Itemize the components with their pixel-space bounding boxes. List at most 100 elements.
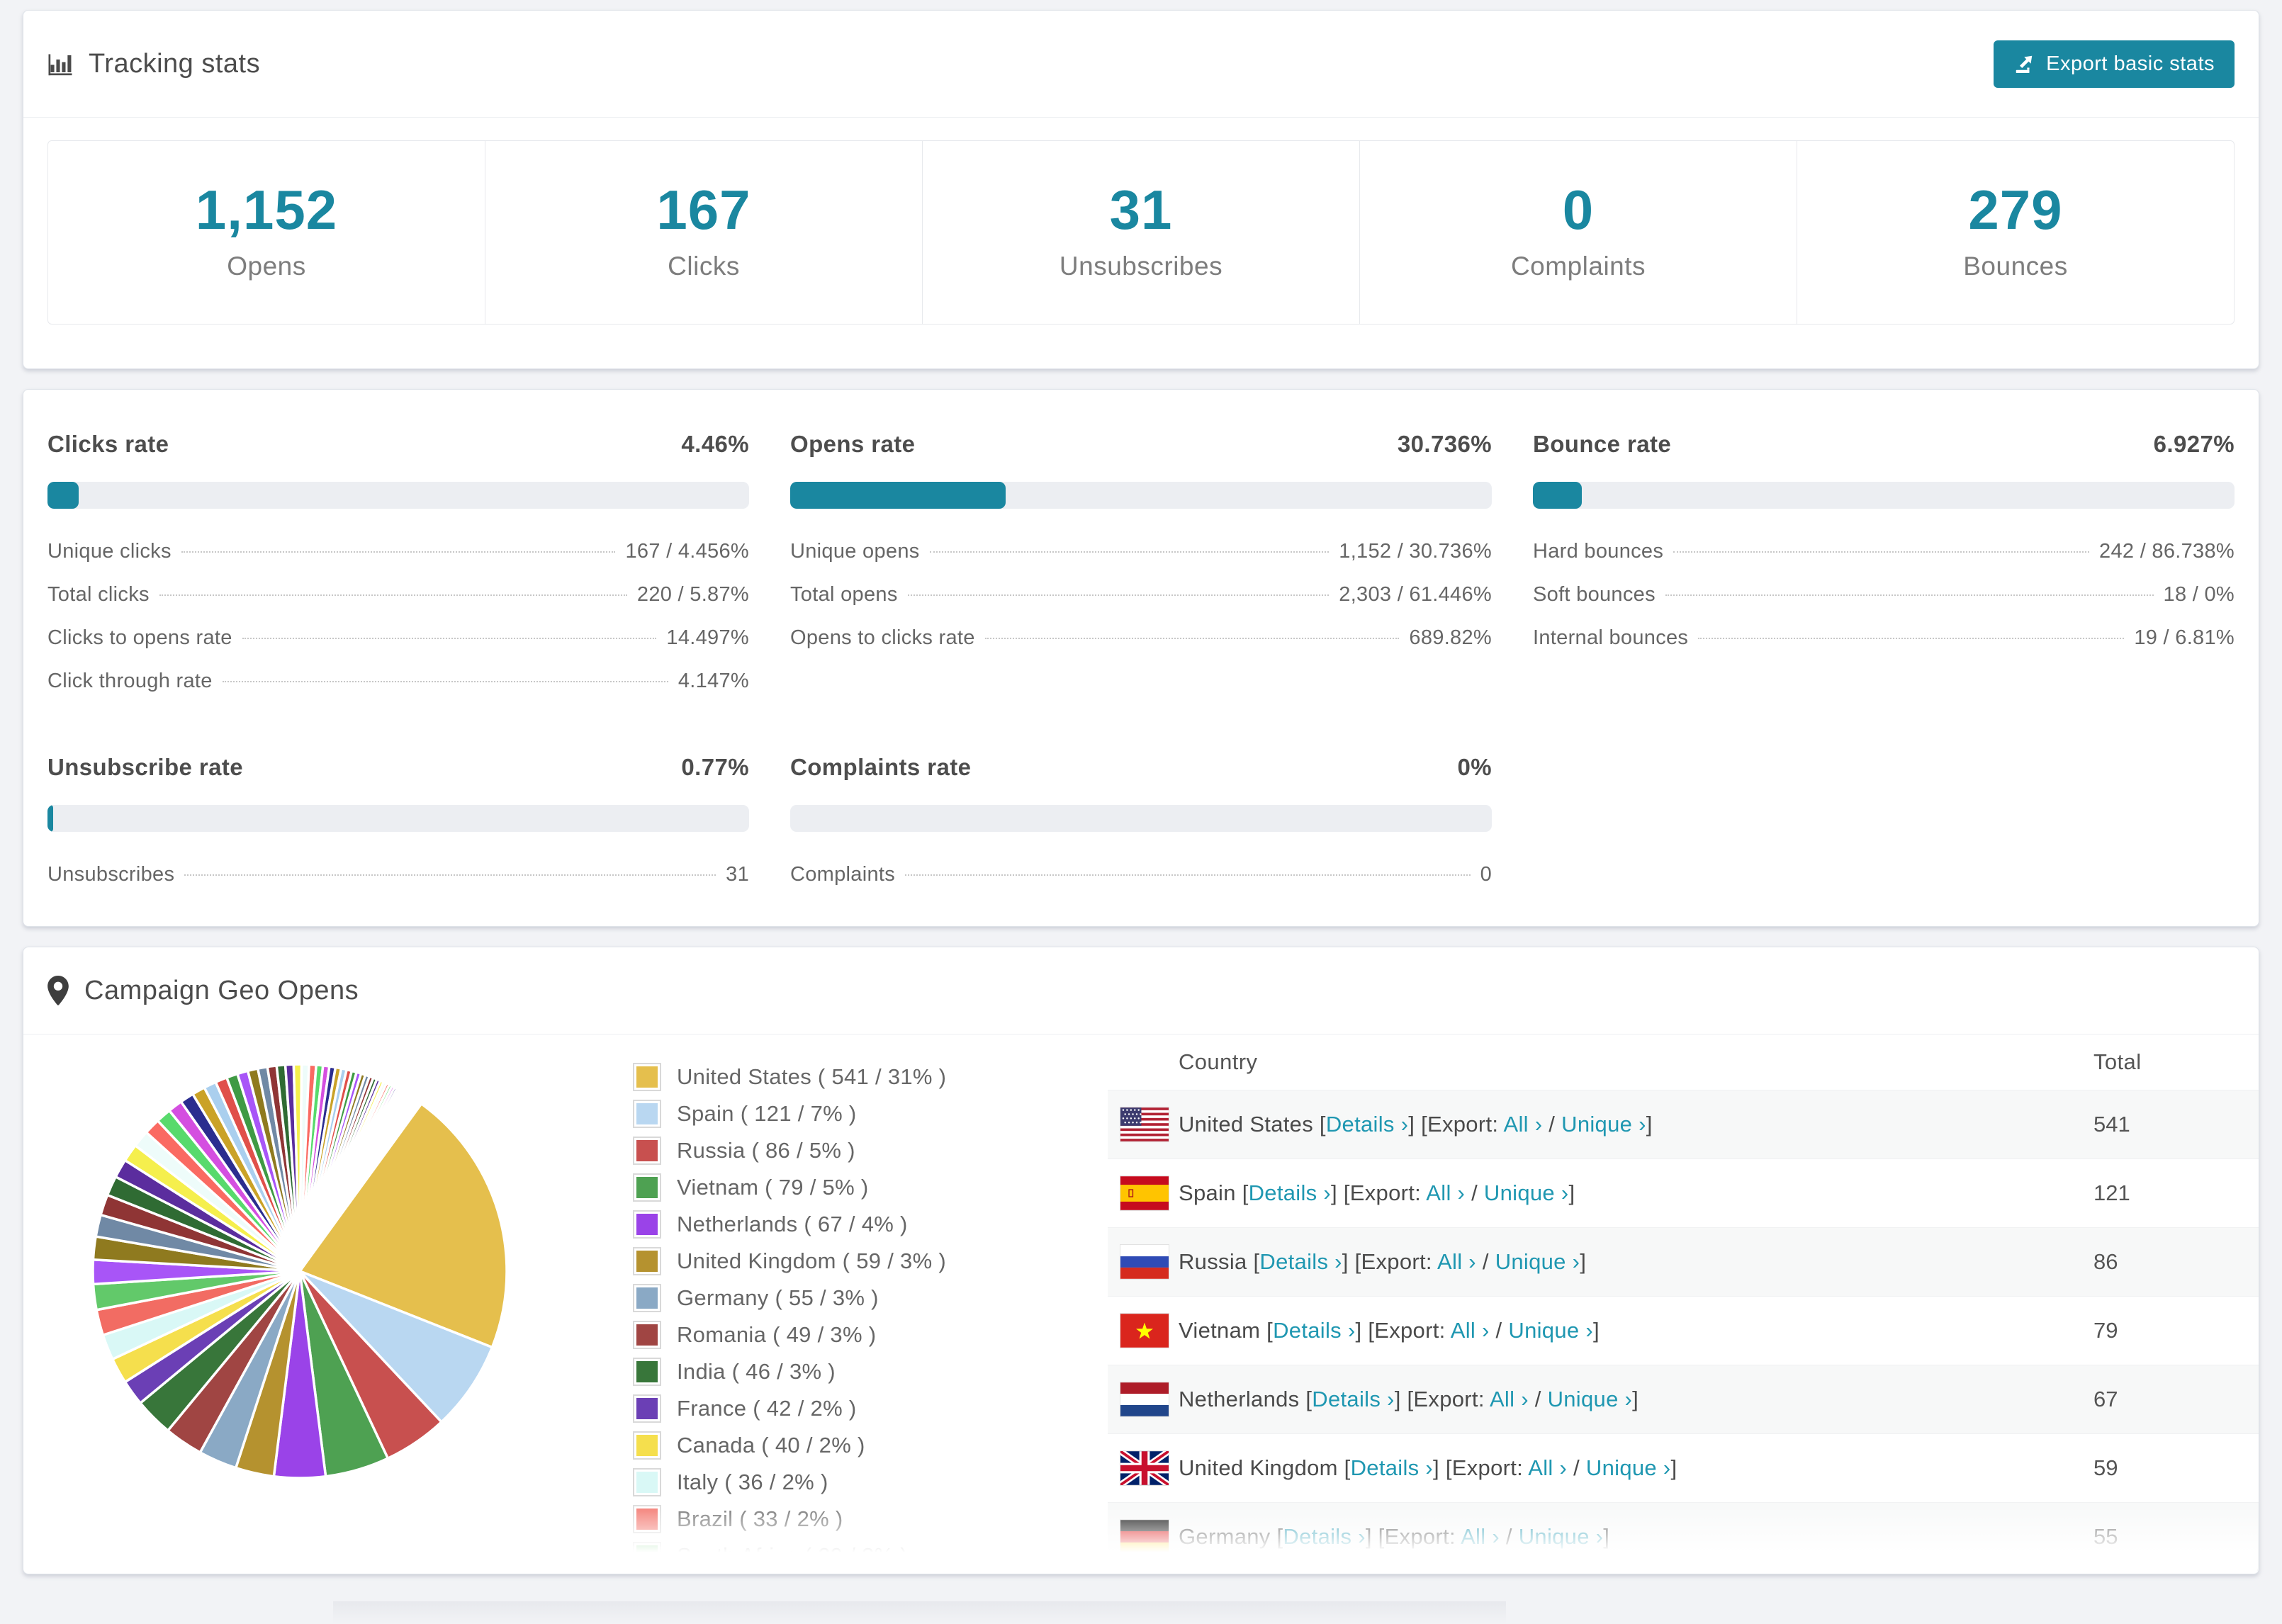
rate-title: Clicks rate: [47, 431, 169, 457]
dotted-leader: [984, 638, 1400, 639]
legend-item-united-kingdom[interactable]: United Kingdom ( 59 / 3% ): [633, 1247, 1086, 1275]
rate-detail-label: Opens to clicks rate: [790, 626, 975, 649]
export-basic-stats-button[interactable]: Export basic stats: [1994, 40, 2235, 88]
country-cell: Spain [Details ›] [Export: All › / Uniqu…: [1179, 1180, 1575, 1205]
rate-detail-value: 1,152 / 30.736%: [1339, 540, 1492, 563]
pie-slice-other[interactable]: [298, 1102, 423, 1273]
country-cell: United States [Details ›] [Export: All ›…: [1179, 1112, 1653, 1137]
legend-item-germany[interactable]: Germany ( 55 / 3% ): [633, 1284, 1086, 1312]
legend-swatch: [633, 1063, 661, 1091]
rate-detail-label: Total opens: [790, 583, 898, 606]
rate-detail-row: Unsubscribes 31: [47, 863, 749, 886]
export-unique-link-de[interactable]: Unique ›: [1518, 1524, 1604, 1549]
rate-detail-label: Unsubscribes: [47, 863, 175, 886]
rate-progress-fill: [47, 482, 79, 509]
legend-item-netherlands[interactable]: Netherlands ( 67 / 4% ): [633, 1210, 1086, 1239]
geo-section-title: Campaign Geo Opens: [84, 975, 359, 1005]
summary-stat-complaints: 0 Complaints: [1359, 141, 1797, 324]
export-all-link-vn[interactable]: All ›: [1450, 1318, 1490, 1343]
rate-detail-label: Soft bounces: [1533, 583, 1656, 606]
tracking-stats-card: Tracking stats Export basic stats 1,152 O…: [23, 10, 2259, 369]
export-unique-link-vn[interactable]: Unique ›: [1508, 1318, 1593, 1343]
details-link-ru[interactable]: Details ›: [1259, 1249, 1342, 1274]
legend-item-united-states[interactable]: United States ( 541 / 31% ): [633, 1063, 1086, 1091]
geo-pie-legend: United States ( 541 / 31% ) Spain ( 121 /…: [633, 1034, 1086, 1574]
rate-detail-row: Total clicks 220 / 5.87%: [47, 583, 749, 607]
pie-slice-spain[interactable]: [298, 1270, 494, 1423]
summary-stat-value: 279: [1968, 179, 2063, 241]
rate-detail-value: 31: [726, 863, 749, 886]
export-unique-link-ru[interactable]: Unique ›: [1495, 1249, 1580, 1274]
map-pin-icon: [47, 976, 69, 1005]
flag-icon-es: [1108, 1175, 1179, 1211]
rate-detail-row: Complaints 0: [790, 863, 1492, 886]
summary-stat-value: 167: [656, 179, 751, 241]
export-unique-link-nl[interactable]: Unique ›: [1547, 1387, 1633, 1411]
details-link-es[interactable]: Details ›: [1248, 1180, 1332, 1205]
rate-header: Bounce rate 6.927%: [1533, 431, 2235, 458]
dotted-leader: [1665, 594, 2154, 596]
rate-header: Complaints rate 0%: [790, 754, 1492, 781]
details-link-gb[interactable]: Details ›: [1350, 1455, 1434, 1480]
total-cell: 86: [2093, 1249, 2118, 1274]
legend-item-italy[interactable]: Italy ( 36 / 2% ): [633, 1468, 1086, 1496]
dotted-leader: [905, 874, 1471, 876]
export-icon: [2013, 53, 2035, 74]
dotted-leader: [907, 594, 1330, 596]
rate-detail-row: Internal bounces 19 / 6.81%: [1533, 626, 2235, 650]
rate-detail-label: Total clicks: [47, 583, 150, 606]
legend-item-brazil[interactable]: Brazil ( 33 / 2% ): [633, 1505, 1086, 1533]
rate-detail-label: Click through rate: [47, 670, 213, 692]
rate-title: Unsubscribe rate: [47, 754, 243, 780]
dashboard-page: Tracking stats Export basic stats 1,152 O…: [23, 10, 2259, 1594]
details-link-vn[interactable]: Details ›: [1273, 1318, 1356, 1343]
legend-item-vietnam[interactable]: Vietnam ( 79 / 5% ): [633, 1173, 1086, 1202]
country-cell: Netherlands [Details ›] [Export: All › /…: [1179, 1387, 1639, 1411]
rate-block-clicks-rate: Clicks rate 4.46% Unique clicks 167 / 4.456…: [47, 431, 749, 693]
export-all-link-es[interactable]: All ›: [1426, 1180, 1466, 1205]
legend-item-spain[interactable]: Spain ( 121 / 7% ): [633, 1100, 1086, 1128]
export-all-link-gb[interactable]: All ›: [1528, 1455, 1568, 1480]
rate-detail-value: 18 / 0%: [2163, 583, 2235, 606]
geo-table-header: Country Total: [1108, 1034, 2259, 1090]
export-all-link-us[interactable]: All ›: [1503, 1112, 1543, 1137]
legend-label: Spain ( 121 / 7% ): [677, 1101, 857, 1126]
rate-detail-value: 220 / 5.87%: [636, 583, 749, 606]
legend-swatch: [633, 1210, 661, 1239]
dotted-leader: [1673, 551, 2090, 553]
rate-detail-label: Clicks to opens rate: [47, 626, 232, 649]
legend-item-south-africa[interactable]: South Africa ( 29 / 2% ): [633, 1542, 1086, 1570]
flag-icon-vn: [1108, 1313, 1179, 1348]
summary-stat-label: Complaints: [1510, 252, 1646, 281]
dotted-leader: [181, 551, 616, 553]
details-link-de[interactable]: Details ›: [1283, 1524, 1366, 1549]
legend-label: Romania ( 49 / 3% ): [677, 1322, 877, 1347]
legend-item-france[interactable]: France ( 42 / 2% ): [633, 1394, 1086, 1423]
details-link-us[interactable]: Details ›: [1325, 1112, 1409, 1137]
rate-block-unsubscribe-rate: Unsubscribe rate 0.77% Unsubscribes 31: [47, 754, 749, 886]
rate-value: 0%: [1457, 754, 1492, 780]
legend-item-india[interactable]: India ( 46 / 3% ): [633, 1358, 1086, 1386]
total-cell: 59: [2093, 1455, 2118, 1480]
rate-detail-value: 0: [1480, 863, 1492, 886]
export-unique-link-gb[interactable]: Unique ›: [1585, 1455, 1671, 1480]
table-row-united-kingdom: United Kingdom [Details ›] [Export: All …: [1108, 1433, 2259, 1502]
legend-item-russia[interactable]: Russia ( 86 / 5% ): [633, 1137, 1086, 1165]
export-all-link-nl[interactable]: All ›: [1489, 1387, 1529, 1411]
legend-label: United Kingdom ( 59 / 3% ): [677, 1248, 946, 1273]
details-link-nl[interactable]: Details ›: [1312, 1387, 1395, 1411]
legend-item-romania[interactable]: Romania ( 49 / 3% ): [633, 1321, 1086, 1349]
legend-item-canada[interactable]: Canada ( 40 / 2% ): [633, 1431, 1086, 1460]
country-cell: Vietnam [Details ›] [Export: All › / Uni…: [1179, 1318, 1600, 1343]
rate-detail-row: Click through rate 4.147%: [47, 670, 749, 693]
export-all-link-de[interactable]: All ›: [1461, 1524, 1500, 1549]
export-all-link-ru[interactable]: All ›: [1437, 1249, 1476, 1274]
total-cell: 79: [2093, 1318, 2118, 1343]
legend-swatch: [633, 1173, 661, 1202]
country-cell: United Kingdom [Details ›] [Export: All …: [1179, 1455, 1677, 1480]
rate-header: Opens rate 30.736%: [790, 431, 1492, 458]
rate-progress-track: [790, 805, 1492, 832]
rate-detail-value: 242 / 86.738%: [2099, 540, 2235, 563]
export-unique-link-es[interactable]: Unique ›: [1483, 1180, 1569, 1205]
export-unique-link-us[interactable]: Unique ›: [1561, 1112, 1646, 1137]
